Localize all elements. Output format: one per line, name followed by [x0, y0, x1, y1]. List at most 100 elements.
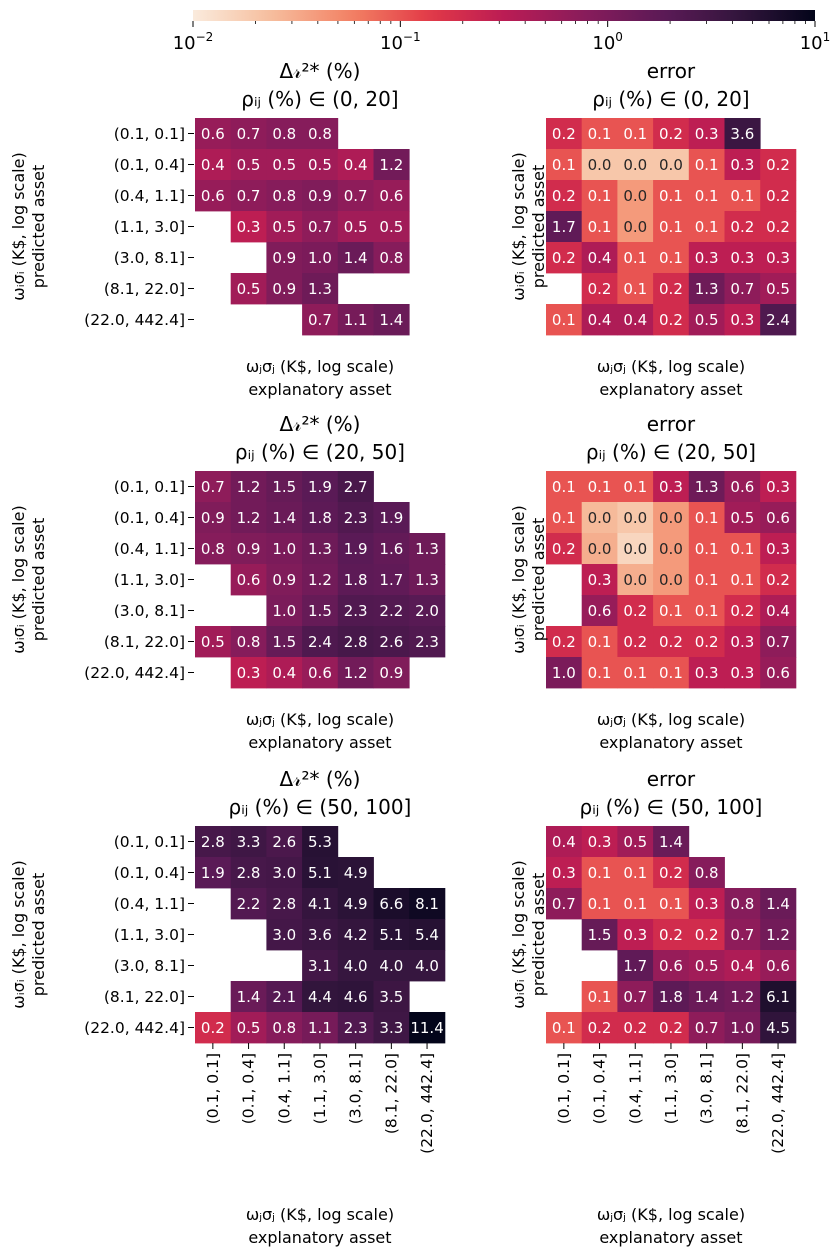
heatmap-cell [760, 564, 797, 596]
cell-label: 0.2 [659, 926, 683, 944]
cell-label: 0.3 [695, 249, 719, 267]
heatmap-cell [653, 471, 690, 503]
heatmap-cell [760, 626, 797, 658]
heatmap-cell [688, 273, 725, 305]
cell-label: 0.4 [344, 156, 368, 174]
heatmap-cell [373, 149, 410, 181]
heatmap-cell [302, 919, 339, 951]
cell-label: 0.5 [730, 509, 754, 527]
cell-label: 2.3 [344, 602, 368, 620]
cell-label: 0.2 [730, 218, 754, 236]
cell-label: 0.9 [201, 509, 225, 527]
x-tick-label: (0.1, 0.4] [240, 1053, 258, 1124]
cell-label: 0.1 [695, 571, 719, 589]
heatmap-cell [724, 564, 761, 596]
cell-label: 2.4 [308, 633, 332, 651]
cell-label: 0.1 [588, 633, 612, 651]
cell-label: 0.4 [730, 957, 754, 975]
heatmap-cell [302, 211, 339, 243]
cell-label: 0.5 [344, 218, 368, 236]
cell-label: 1.1 [344, 311, 368, 329]
heatmap-cell [302, 857, 339, 889]
heatmap-cell [230, 857, 267, 889]
cell-label: 0.8 [201, 540, 225, 558]
cell-label: 1.5 [272, 478, 296, 496]
heatmap-cell [230, 471, 267, 503]
cell-label: 0.5 [201, 633, 225, 651]
cell-label: 0.1 [730, 187, 754, 205]
cell-label: 0.1 [695, 187, 719, 205]
y-tick-label: (3.0, 8.1] [114, 249, 185, 267]
cell-label: 1.5 [308, 602, 332, 620]
cell-label: 1.7 [379, 571, 403, 589]
heatmap-cell [760, 273, 797, 305]
heatmap-cell [546, 211, 583, 243]
heatmap-cell [653, 273, 690, 305]
x-axis-label-line1: ωⱼσⱼ (K$, log scale) [597, 357, 745, 376]
heatmap-cell [617, 888, 654, 920]
heatmap-cell [302, 657, 339, 689]
cell-label: 0.7 [552, 895, 576, 913]
heatmap-cell [302, 242, 339, 274]
cell-label: 0.6 [766, 664, 790, 682]
heatmap-cell [581, 826, 618, 858]
x-tick-label: (1.1, 3.0] [311, 1053, 329, 1124]
cell-label: 4.0 [379, 957, 403, 975]
heatmap-cell [688, 888, 725, 920]
heatmap-cell [266, 826, 303, 858]
cell-label: 2.7 [344, 478, 368, 496]
colorbar-tick-label: 10−1 [380, 30, 421, 54]
cell-label: 0.4 [588, 311, 612, 329]
cell-label: 0.1 [730, 571, 754, 589]
cell-label: 1.2 [766, 926, 790, 944]
heatmap-cell [760, 471, 797, 503]
heatmap-cell [724, 304, 761, 336]
cell-label: 0.1 [623, 249, 647, 267]
heatmap-cell [266, 888, 303, 920]
heatmap-cell [302, 888, 339, 920]
cell-label: 1.4 [766, 895, 790, 913]
cell-label: 1.4 [344, 249, 368, 267]
heatmap-cell [617, 149, 654, 181]
cell-label: 5.1 [308, 864, 332, 882]
cell-label: 1.0 [308, 249, 332, 267]
heatmap-cell [724, 471, 761, 503]
heatmap-cell [266, 242, 303, 274]
cell-label: 3.0 [272, 864, 296, 882]
y-axis-label: ωᵢσᵢ (K$, log scale) predicted asset [9, 860, 48, 1008]
cell-label: 0.3 [695, 125, 719, 143]
heatmap-cell [546, 242, 583, 274]
heatmap-cell [760, 981, 797, 1013]
cell-label: 0.3 [237, 218, 261, 236]
cell-label: 0.7 [308, 218, 332, 236]
cell-label: 1.4 [695, 988, 719, 1006]
y-axis-label-line2: predicted asset [29, 165, 48, 289]
heatmap-cell [230, 657, 267, 689]
cell-label: 0.2 [623, 602, 647, 620]
cell-label: 0.0 [623, 218, 647, 236]
cell-label: 0.0 [659, 540, 683, 558]
cell-label: 1.2 [344, 664, 368, 682]
cell-label: 0.8 [272, 1019, 296, 1037]
cell-label: 0.1 [695, 509, 719, 527]
cell-label: 0.1 [659, 664, 683, 682]
cell-label: 0.1 [623, 280, 647, 298]
cell-label: 3.1 [308, 957, 332, 975]
heatmap-panel: Δ𝓇²* (%) ρᵢⱼ (%) ∈ (0, 20] 0.6 0.7 0.8 0.8 0.4… [9, 59, 410, 399]
heatmap-cell [653, 657, 690, 689]
x-tick-label: (22.0, 442.4] [418, 1053, 436, 1154]
cell-label: 0.6 [201, 187, 225, 205]
heatmap-cell [653, 304, 690, 336]
heatmap-cell [653, 888, 690, 920]
cell-label: 1.2 [308, 571, 332, 589]
cell-label: 0.1 [659, 895, 683, 913]
heatmap-cell [266, 564, 303, 596]
cell-label: 5.4 [415, 926, 439, 944]
cell-label: 4.1 [308, 895, 332, 913]
cell-label: 0.4 [588, 249, 612, 267]
heatmap-cell [617, 502, 654, 534]
heatmap-cell [302, 981, 339, 1013]
heatmap-cell [617, 180, 654, 212]
heatmap-cell [337, 304, 374, 336]
cell-label: 0.1 [659, 249, 683, 267]
